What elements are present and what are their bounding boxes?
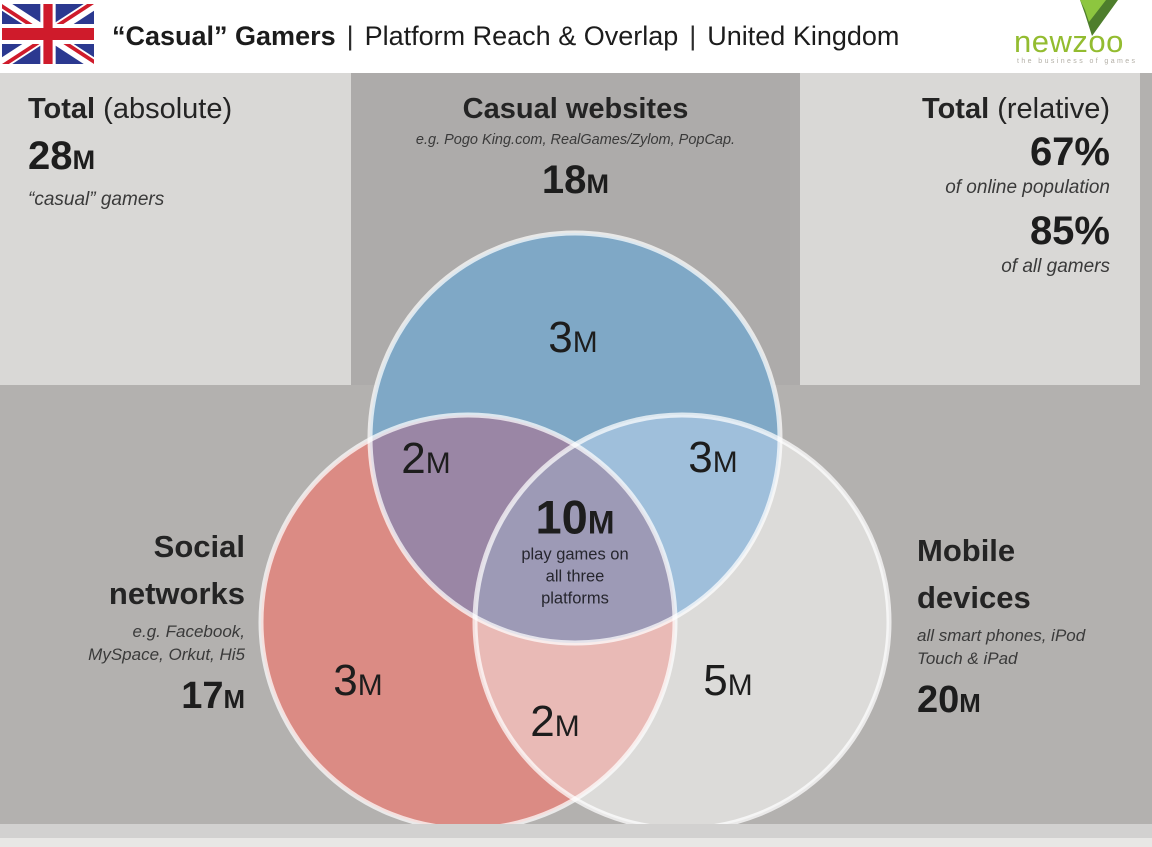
all-gamers-pct: 85% — [1029, 209, 1110, 253]
uk-flag-icon — [2, 4, 94, 64]
casual-websites-unit: M — [586, 168, 610, 199]
total-relative-heading: Total (relative) — [800, 93, 1110, 126]
social-title-line1: Social — [153, 529, 245, 564]
casual-websites-value: 18M — [351, 158, 800, 203]
total-absolute-heading-bold: Total — [28, 93, 96, 125]
total-absolute-heading-rest: (absolute) — [95, 93, 233, 125]
title-mid-segment: Platform Reach & Overlap — [364, 21, 679, 51]
websites-mobile-value: 3M — [688, 433, 738, 482]
page-title: “Casual” Gamers | Platform Reach & Overl… — [112, 0, 899, 73]
total-absolute-unit: M — [72, 144, 96, 175]
online-population-caption: of online population — [945, 177, 1110, 198]
venn-diagram — [258, 230, 892, 824]
total-relative-heading-rest: (relative) — [989, 93, 1110, 125]
social-only-value: 3M — [333, 656, 383, 705]
mobile-only-value: 5M — [703, 656, 753, 705]
title-separator: | — [346, 21, 354, 51]
social-title-line2: networks — [108, 575, 245, 611]
mobile-examples: all smart phones, iPod Touch & iPad — [917, 626, 1086, 668]
social-mobile-value: 2M — [530, 697, 580, 746]
total-absolute-heading: Total (absolute) — [28, 93, 351, 126]
all-three-value: 10M — [535, 490, 615, 544]
social-websites-value: 2M — [401, 434, 451, 483]
total-absolute-number: 28 — [28, 134, 73, 178]
total-absolute-caption: “casual” gamers — [28, 189, 165, 210]
casual-websites-examples: e.g. Pogo King.com, RealGames/Zylom, Pop… — [415, 132, 736, 148]
social-total-value: 17M — [181, 674, 245, 717]
newzoo-logo: newzoo the business of games — [1002, 0, 1142, 73]
all-three-overlap — [475, 415, 675, 643]
newzoo-arrow-icon — [1080, 0, 1118, 36]
mobile-total-value: 20M — [917, 678, 981, 721]
websites-only-value: 3M — [548, 313, 598, 362]
total-relative-heading-bold: Total — [922, 93, 990, 125]
title-bold-segment: “Casual” Gamers — [112, 21, 336, 51]
panel-total-relative: Total (relative) 67% of online populatio… — [800, 73, 1140, 385]
all-three-caption: play games on all three platforms — [521, 545, 629, 607]
mobile-title-line1: Mobile — [917, 533, 1016, 568]
newzoo-logo-tagline: the business of games — [1017, 58, 1138, 65]
header-bar: “Casual” Gamers | Platform Reach & Overl… — [0, 0, 1152, 73]
title-separator: | — [689, 21, 697, 51]
footer-strip-bottom — [0, 838, 1152, 847]
panel-total-absolute: Total (absolute) 28M “casual” gamers — [0, 73, 351, 385]
mobile-devices-label: Mobile devices all smart phones, iPod To… — [917, 528, 1147, 722]
title-right-segment: United Kingdom — [707, 21, 900, 51]
casual-websites-heading: Casual websites — [462, 93, 689, 125]
social-networks-label: Social networks e.g. Facebook, MySpace, … — [20, 524, 245, 718]
all-gamers-caption: of all gamers — [1001, 256, 1110, 277]
newzoo-logo-text: newzoo — [1014, 24, 1124, 59]
online-population-pct: 67% — [1029, 130, 1110, 174]
casual-websites-number: 18 — [541, 158, 587, 202]
total-absolute-value: 28M — [28, 134, 351, 179]
footer-strip — [0, 824, 1152, 838]
mobile-circle-outline — [472, 412, 892, 824]
mobile-title-line2: devices — [917, 579, 1031, 615]
social-examples: e.g. Facebook, MySpace, Orkut, Hi5 — [88, 622, 245, 664]
social-circle-outline — [258, 412, 678, 824]
